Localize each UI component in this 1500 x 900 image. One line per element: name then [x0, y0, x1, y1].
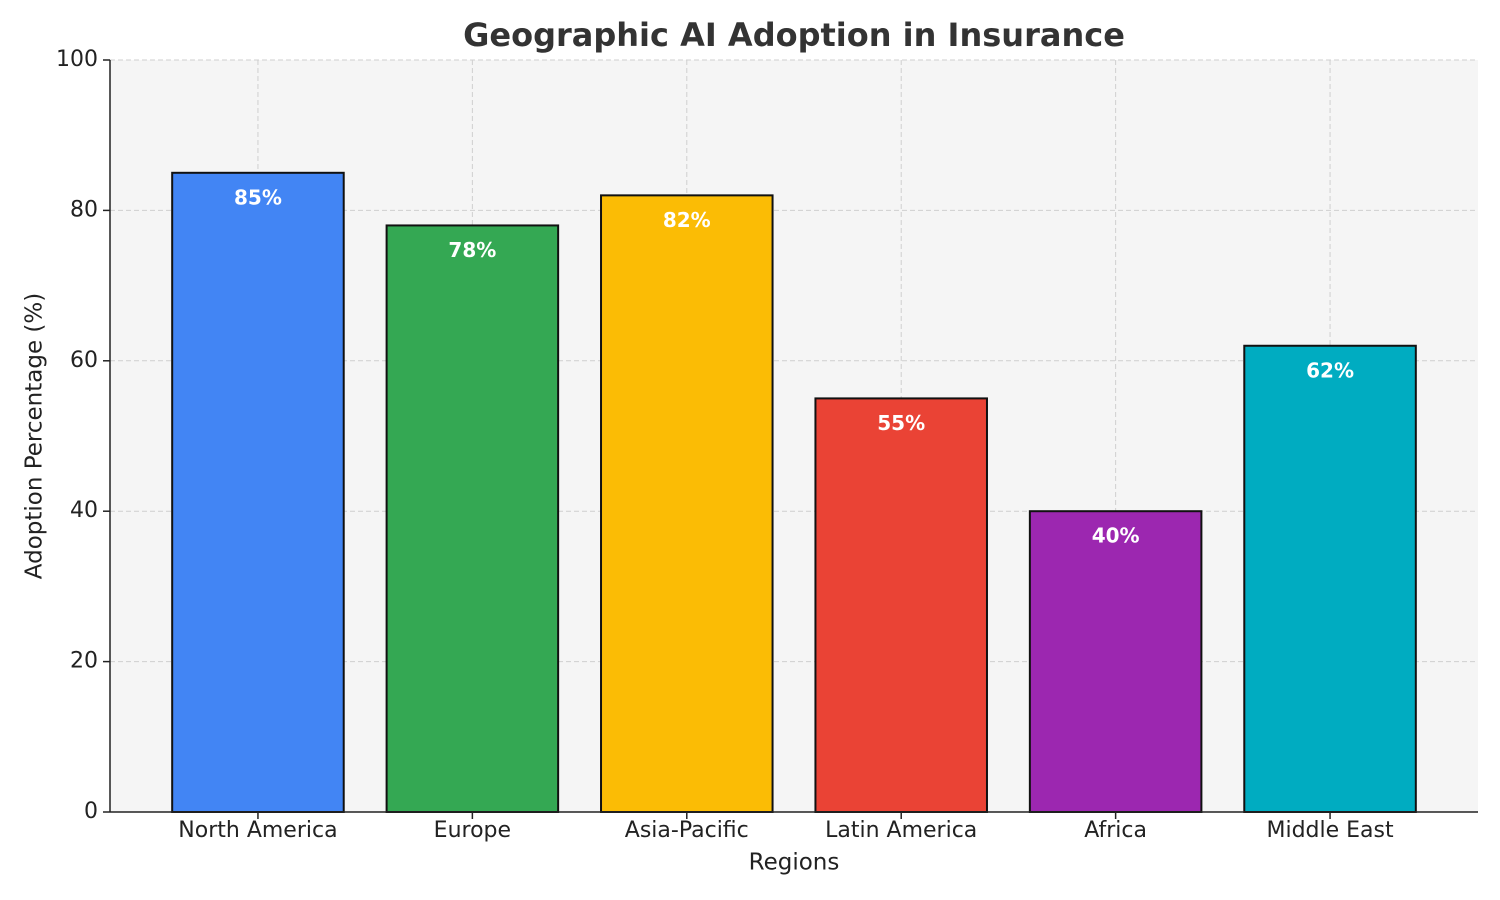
- x-tick-label: Middle East: [1266, 818, 1394, 843]
- value-label: 85%: [234, 185, 282, 209]
- bar: [600, 194, 774, 814]
- bar: [1028, 510, 1203, 813]
- y-tick-label: 40: [70, 498, 98, 523]
- y-tick-label: 80: [70, 197, 98, 222]
- value-label: 62%: [1306, 358, 1354, 382]
- x-tick-label: Latin America: [825, 818, 977, 843]
- value-label: 78%: [448, 238, 496, 262]
- x-tick-label: Europe: [434, 818, 511, 843]
- value-label: 40%: [1092, 524, 1140, 548]
- x-axis-label: Regions: [749, 850, 840, 876]
- y-axis-label: Adoption Percentage (%): [22, 293, 48, 579]
- x-tick-label: North America: [178, 818, 337, 843]
- bar: [385, 224, 560, 813]
- bar: [1243, 344, 1417, 813]
- y-tick-label: 0: [84, 799, 98, 824]
- marks: 85% 78% 82% 55% 40% 62%: [171, 171, 1417, 814]
- x-tick-label: Africa: [1084, 818, 1147, 843]
- y-tick-label: 60: [70, 348, 98, 373]
- chart-title: Geographic AI Adoption in Insurance: [463, 16, 1125, 54]
- bar: [814, 397, 988, 813]
- value-label: 82%: [663, 208, 711, 232]
- y-tick-label: 20: [70, 649, 98, 674]
- x-tick-label: Asia-Pacific: [625, 818, 749, 843]
- value-label: 55%: [877, 411, 925, 435]
- y-tick-label: 100: [56, 47, 98, 72]
- bar: [171, 171, 345, 814]
